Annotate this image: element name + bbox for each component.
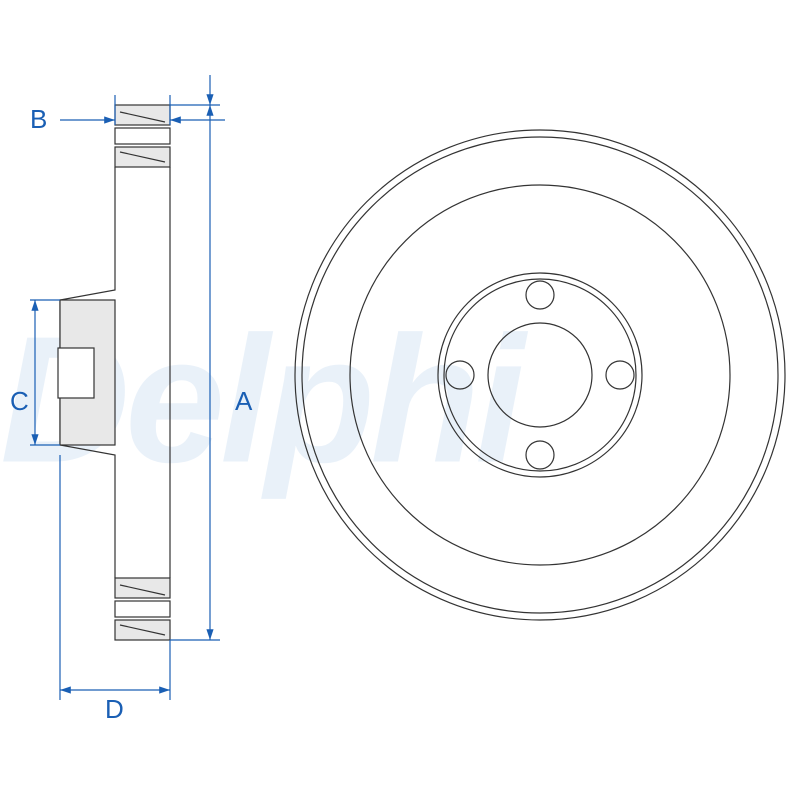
dim-label-a: A <box>235 386 253 416</box>
technical-drawing: A B C D <box>0 0 800 800</box>
side-view <box>58 105 170 640</box>
front-view <box>295 130 785 620</box>
dim-label-c: C <box>10 386 29 416</box>
dim-label-d: D <box>105 694 124 724</box>
dim-label-b: B <box>30 104 47 134</box>
dimension-c <box>30 300 60 445</box>
dimension-a <box>170 75 220 640</box>
